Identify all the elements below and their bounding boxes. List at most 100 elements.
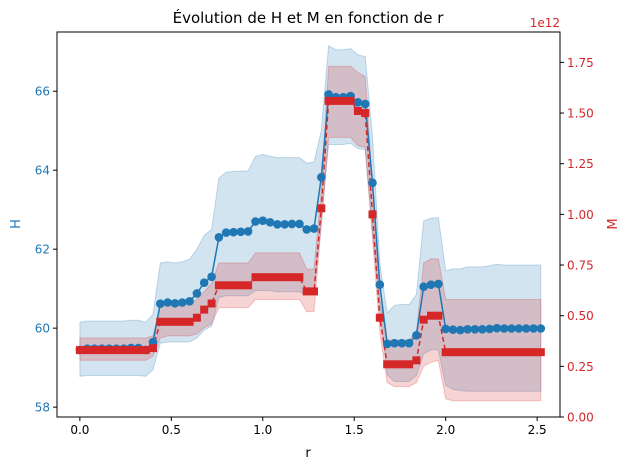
right-y-tick-label: 0.25 <box>567 360 594 374</box>
series-m-point <box>375 313 384 322</box>
series-h-point <box>375 280 385 290</box>
series-h-point <box>156 299 165 309</box>
series-m-point <box>295 273 304 282</box>
right-y-tick-label: 1.50 <box>567 107 594 121</box>
left-y-axis-label: H <box>9 219 24 229</box>
series-m-point <box>339 96 348 105</box>
left-y-tick-label: 58 <box>35 401 50 415</box>
series-h-point <box>536 324 546 333</box>
series-m-point <box>163 317 172 326</box>
series-m-point <box>485 348 494 357</box>
series-m-point <box>456 348 465 357</box>
series-m-point <box>185 317 194 326</box>
series-h-point <box>163 298 172 307</box>
series-m-point <box>229 281 238 290</box>
series-m-point <box>361 109 370 118</box>
series-h-point <box>302 225 312 234</box>
series-m-point <box>75 346 84 355</box>
series-m-point <box>449 348 457 357</box>
series-h-point <box>317 173 326 182</box>
series-m-point <box>251 273 260 282</box>
series-m-point <box>302 287 311 296</box>
series-h-point <box>178 298 187 307</box>
series-h-point <box>456 325 465 335</box>
series-m-point <box>200 305 209 314</box>
left-y-tick-label: 66 <box>35 85 50 99</box>
series-m-point <box>171 317 179 326</box>
series-h-point <box>170 299 180 308</box>
series-m-point <box>507 348 516 357</box>
series-m-point <box>310 287 318 296</box>
series-m-point <box>258 273 267 282</box>
right-y-tick-label: 1.00 <box>567 208 594 222</box>
series-m-point <box>427 311 435 320</box>
series-h-point <box>499 324 509 333</box>
x-tick-label: 0.5 <box>162 423 181 437</box>
series-h-point <box>441 324 451 334</box>
series-m-point <box>514 348 523 357</box>
left-y-tick-label: 64 <box>35 164 50 178</box>
series-m-point <box>529 348 538 357</box>
series-m-point <box>83 346 92 355</box>
series-h-point <box>309 224 319 233</box>
chart-title: Évolution de H et M en fonction de r <box>173 8 445 27</box>
series-m-point <box>317 204 326 213</box>
series-h-point <box>397 338 407 348</box>
series-m-point <box>280 273 289 282</box>
series-m-point <box>412 356 421 365</box>
series-m-point <box>397 360 406 369</box>
series-h-point <box>470 325 480 334</box>
series-m-point <box>192 313 201 322</box>
series-h-point <box>258 216 268 225</box>
series-m-point <box>331 96 340 105</box>
series-m-point <box>156 317 165 326</box>
series-h-point <box>324 90 333 99</box>
series-h-point <box>426 280 436 290</box>
series-h-point <box>273 220 282 229</box>
right-y-tick-label: 1.75 <box>567 56 594 70</box>
series-m-point <box>500 348 509 357</box>
series-m-point <box>222 281 231 290</box>
series-m-point <box>134 346 143 355</box>
x-tick-label: 1.0 <box>253 423 272 437</box>
series-h-point <box>485 324 494 334</box>
series-h-point <box>221 228 231 237</box>
series-h-point <box>251 217 260 226</box>
series-m-point <box>353 107 362 115</box>
series-h-point <box>353 98 363 107</box>
series-m-point <box>244 281 253 290</box>
series-h-point <box>390 338 399 348</box>
x-tick-label: 2.5 <box>528 423 547 437</box>
series-m-point <box>536 348 545 357</box>
series-m-point <box>266 273 275 282</box>
plot-area-frame <box>56 31 561 418</box>
series-h-point <box>295 219 304 229</box>
left-y-tick-label: 62 <box>35 243 50 257</box>
series-h-point <box>207 272 216 282</box>
series-h-point <box>434 279 443 289</box>
series-m-point <box>149 344 157 353</box>
series-m-point <box>178 317 187 326</box>
series-h-point <box>529 324 538 333</box>
series-m-point <box>105 346 114 355</box>
series-h-point <box>360 99 370 109</box>
series-h-point <box>492 323 502 333</box>
series-h-point <box>463 325 472 334</box>
series-h-point <box>280 220 290 229</box>
series-m-point <box>324 96 333 105</box>
series-h-point <box>236 227 246 237</box>
series-h-point <box>287 219 297 229</box>
series-h-point <box>404 338 414 348</box>
series-h-point <box>382 339 392 349</box>
series-h-confidence-band <box>79 44 542 392</box>
series-h-point <box>507 324 516 333</box>
series-h-point <box>412 331 421 340</box>
series-m-point <box>273 273 282 282</box>
right-y-tick-label: 0.50 <box>567 309 594 323</box>
series-m-point <box>434 311 443 320</box>
right-y-tick-label: 1.25 <box>567 157 594 171</box>
series-m-point <box>441 348 450 357</box>
series-h-point <box>199 278 209 288</box>
series-h-point <box>229 227 238 237</box>
